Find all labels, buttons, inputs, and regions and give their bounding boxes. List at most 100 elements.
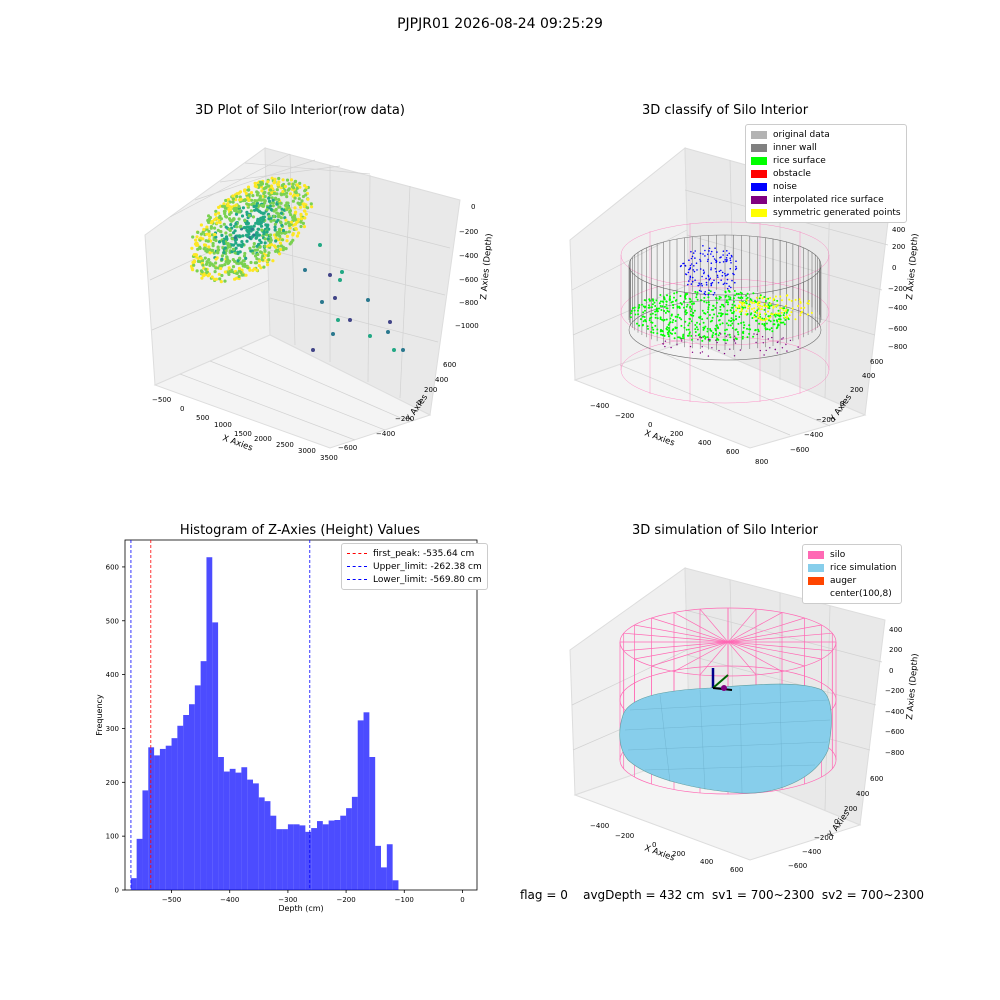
p2-point xyxy=(788,314,791,317)
p1-outlier xyxy=(318,243,322,247)
panel4-title: 3D simulation of Silo Interior xyxy=(632,523,818,538)
p2-point xyxy=(764,300,767,302)
p2-point xyxy=(709,277,711,280)
p2-point xyxy=(701,284,703,287)
p2-point xyxy=(651,306,653,309)
p1-point xyxy=(281,178,285,182)
p2-point xyxy=(783,307,786,310)
p1-outlier xyxy=(392,348,396,352)
p1-point xyxy=(238,250,242,254)
p1-point xyxy=(263,248,267,252)
p2-point xyxy=(687,271,690,274)
p2-point xyxy=(654,324,657,327)
p2-point xyxy=(669,295,671,298)
p1-point xyxy=(257,233,261,237)
p1-point xyxy=(248,246,252,250)
p2-point xyxy=(687,328,690,331)
p2-point xyxy=(714,247,716,249)
p1-point xyxy=(237,210,241,214)
legend-entry: original data xyxy=(751,128,901,141)
p2-point xyxy=(656,317,659,320)
p1-point xyxy=(269,236,273,240)
p1-point xyxy=(295,220,299,224)
panel2-legend: original data inner wall rice surface ob… xyxy=(745,124,907,223)
p1-point xyxy=(247,198,251,203)
p1-point xyxy=(247,193,251,197)
p1-point xyxy=(221,204,225,208)
p2-point xyxy=(661,305,664,308)
legend-label: Upper_limit: -262.38 cm xyxy=(373,561,482,572)
p2-ytick: 200 xyxy=(850,386,863,394)
p1-point xyxy=(247,225,251,229)
p2-point xyxy=(785,308,788,311)
silo-roof-spoke xyxy=(727,612,783,643)
p2-point xyxy=(774,295,777,298)
p2-point xyxy=(766,305,769,308)
p2-ytick: 600 xyxy=(870,358,883,366)
p2-point xyxy=(714,327,717,330)
p1-point xyxy=(273,225,277,229)
p2-point xyxy=(742,321,745,324)
p2-point xyxy=(726,313,729,316)
status-footer: flag = 0 avgDepth = 432 cm sv1 = 700~230… xyxy=(520,888,925,902)
p2-point xyxy=(691,280,694,283)
p2-point xyxy=(665,318,668,321)
p2-point xyxy=(732,319,735,322)
p2-point xyxy=(704,325,707,328)
p2-point xyxy=(694,328,697,331)
p1-point xyxy=(259,266,263,270)
panel3-title: Histogram of Z-Axies (Height) Values xyxy=(179,523,421,538)
p1-point xyxy=(246,230,250,234)
p2-point xyxy=(700,290,702,293)
p1-outlier xyxy=(340,270,344,274)
p2-point xyxy=(707,296,710,299)
p1-point xyxy=(281,245,285,249)
p1-point xyxy=(309,202,313,206)
p1-point xyxy=(214,261,218,265)
p1-point xyxy=(222,251,226,255)
p2-point xyxy=(691,303,693,305)
p1-ytick: 400 xyxy=(435,376,448,384)
p1-point xyxy=(269,219,273,223)
p2-point xyxy=(714,329,717,332)
p4-ztick: 400 xyxy=(889,626,902,634)
p2-point xyxy=(726,309,729,312)
p1-point xyxy=(294,210,298,214)
p2-point xyxy=(762,342,764,344)
p2-point xyxy=(728,333,731,336)
p2-zlabel: Z Axies (Depth) xyxy=(905,233,920,300)
p1-point xyxy=(235,276,239,280)
panel1-3d-scatter: −500 0 500 1000 1500 2000 2500 3000 3500… xyxy=(144,147,495,460)
p2-ztick: 200 xyxy=(892,243,905,251)
p1-point xyxy=(255,201,259,205)
p2-point xyxy=(648,306,651,309)
p2-point xyxy=(777,323,780,326)
hist-bar xyxy=(287,824,294,890)
p2-point xyxy=(711,319,713,322)
hist-xtick-label: −500 xyxy=(162,896,181,904)
p1-point xyxy=(223,209,227,213)
p1-point xyxy=(275,202,279,206)
p2-point xyxy=(763,302,766,305)
p2-xtick: 600 xyxy=(726,448,739,456)
p1-outlier xyxy=(303,268,307,272)
p2-point xyxy=(722,304,725,306)
p1-point xyxy=(234,203,238,207)
hist-bar xyxy=(165,745,172,890)
p1-point xyxy=(243,218,247,223)
p1-point xyxy=(214,235,218,239)
p2-point xyxy=(731,327,734,330)
silo-roof-spoke xyxy=(673,641,729,672)
p2-point xyxy=(716,324,718,327)
panel4-legend: silo rice simulation auger center(100,8) xyxy=(802,544,903,604)
p2-point xyxy=(726,274,728,276)
p1-point xyxy=(288,242,292,246)
p1-point xyxy=(231,247,235,251)
legend-entry: noise xyxy=(751,180,901,193)
p2-point xyxy=(686,293,689,295)
p1-point xyxy=(238,243,242,247)
auger xyxy=(711,668,733,691)
p1-point xyxy=(220,257,224,261)
p2-point xyxy=(727,324,730,327)
p1-point xyxy=(293,180,297,184)
